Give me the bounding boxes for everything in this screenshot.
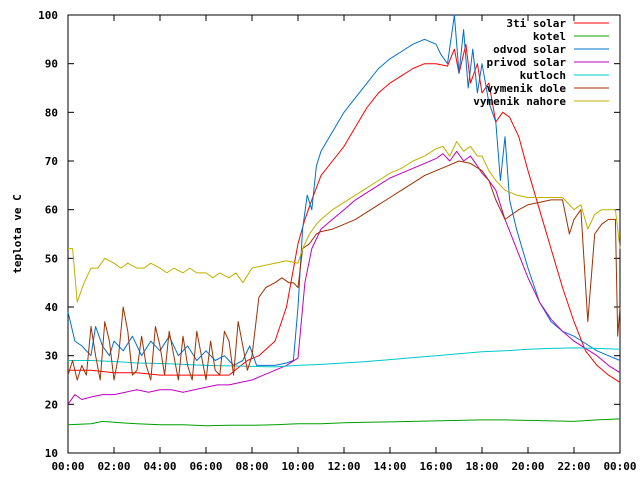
y-tick-label: 10 xyxy=(45,447,58,460)
y-tick-label: 30 xyxy=(45,350,58,363)
series-lines xyxy=(67,14,621,427)
x-tick-label: 12:00 xyxy=(327,460,360,473)
x-tick-label: 14:00 xyxy=(373,460,406,473)
legend-label: 3ti solar xyxy=(506,17,566,30)
legend-label: privod solar xyxy=(487,56,567,69)
x-tick-label: 06:00 xyxy=(189,460,222,473)
y-tick-label: 60 xyxy=(45,204,58,217)
y-tick-label: 20 xyxy=(45,398,58,411)
series-line-vymenik-dole xyxy=(67,160,621,381)
y-tick-label: 50 xyxy=(45,252,58,265)
legend-label: vymenik dole xyxy=(487,82,567,95)
y-tick-label: 40 xyxy=(45,301,58,314)
series-line-vymenik-nahore xyxy=(68,141,621,303)
series-line-privod-solar xyxy=(67,150,621,405)
legend-label: kutloch xyxy=(520,69,566,82)
series-line-kutloch xyxy=(68,347,621,368)
x-tick-label: 10:00 xyxy=(281,460,314,473)
x-tick-label: 04:00 xyxy=(143,460,176,473)
axis-ticks: 10 20 30 40 50 60 70 80 90 100 00:00 02:00 04:00 06:0… xyxy=(38,9,636,473)
series-line-3ti-solar xyxy=(68,43,621,383)
x-tick-label: 22:00 xyxy=(557,460,590,473)
x-tick-label: 18:00 xyxy=(465,460,498,473)
x-tick-label: 02:00 xyxy=(97,460,130,473)
legend-label: kotel xyxy=(533,30,566,43)
x-tick-label: 16:00 xyxy=(419,460,452,473)
y-tick-label: 70 xyxy=(45,155,58,168)
legend-label: odvod solar xyxy=(493,43,566,56)
y-tick-label: 90 xyxy=(45,58,58,71)
series-line-kotel xyxy=(67,418,621,427)
x-tick-label: 00:00 xyxy=(603,460,636,473)
x-tick-label: 00:00 xyxy=(51,460,84,473)
y-tick-label: 80 xyxy=(45,106,58,119)
y-axis-label: teplota ve C xyxy=(11,194,24,273)
x-tick-label: 08:00 xyxy=(235,460,268,473)
series-line-odvod-solar xyxy=(67,14,621,366)
y-tick-label: 100 xyxy=(38,9,58,22)
legend-label: vymenik nahore xyxy=(473,95,566,108)
x-tick-label: 20:00 xyxy=(511,460,544,473)
